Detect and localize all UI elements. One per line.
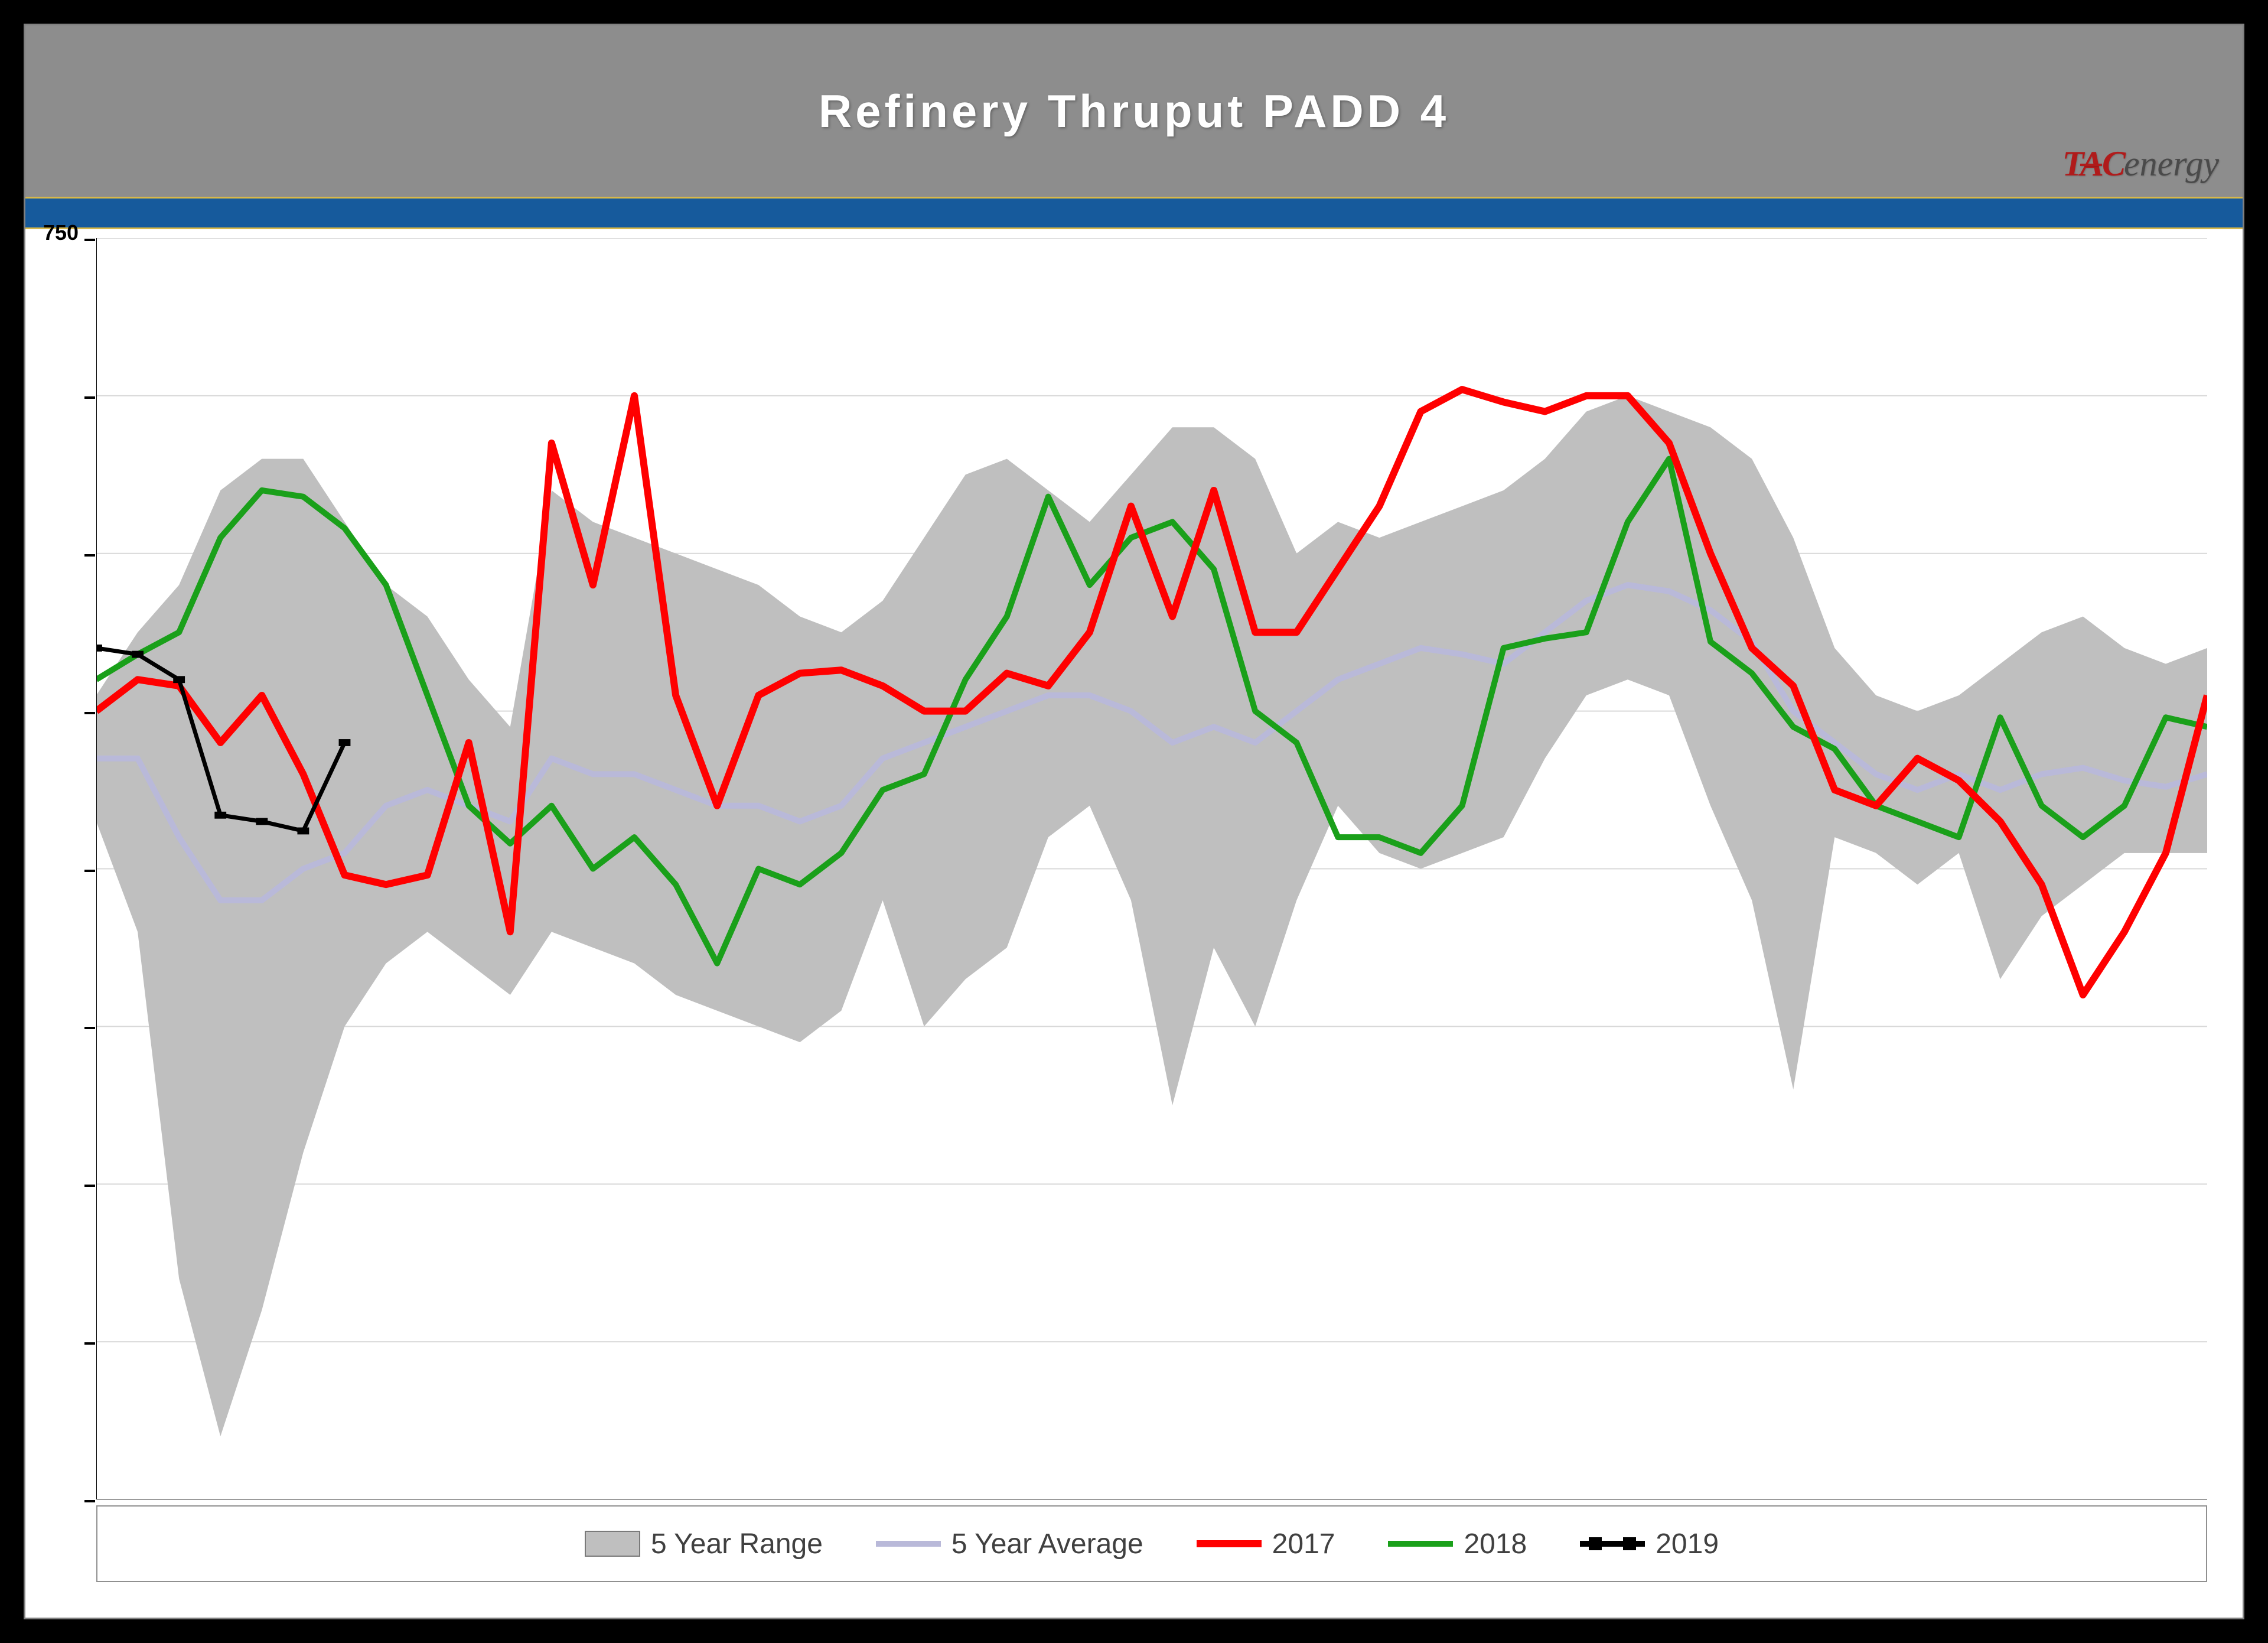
legend-item-2017: 2017	[1197, 1528, 1335, 1560]
legend-label-2019: 2019	[1656, 1528, 1719, 1560]
title-band: Refinery Thruput PADD 4 TACenergy	[25, 25, 2243, 197]
chart-frame: Refinery Thruput PADD 4 TACenergy 750 5 …	[24, 24, 2244, 1619]
chart-title: Refinery Thruput PADD 4	[819, 84, 1449, 138]
legend-swatch-avg-icon	[876, 1541, 941, 1547]
y-axis-tick	[84, 1500, 95, 1502]
y-axis-tick	[84, 1185, 95, 1187]
legend-swatch-2017-icon	[1197, 1540, 1262, 1547]
tac-energy-logo: TACenergy	[2062, 144, 2219, 184]
y-axis-tick	[84, 870, 95, 872]
logo-tac: TAC	[2062, 144, 2124, 183]
page-root: Refinery Thruput PADD 4 TACenergy 750 5 …	[0, 0, 2268, 1643]
y-axis-tick	[84, 1027, 95, 1029]
y-axis-top-tick-label: 750	[43, 220, 79, 245]
legend-item-range: 5 Year Range	[585, 1528, 823, 1560]
y-axis-tick	[84, 554, 95, 557]
legend-item-2019: 2019	[1580, 1528, 1719, 1560]
legend-item-2018: 2018	[1388, 1528, 1527, 1560]
legend-label-2018: 2018	[1464, 1528, 1527, 1560]
plot-area	[96, 238, 2207, 1499]
legend-swatch-2018-icon	[1388, 1541, 1453, 1547]
y-axis-tick	[84, 396, 95, 399]
y-axis-tick	[84, 239, 95, 241]
legend-label-range: 5 Year Range	[651, 1528, 823, 1560]
legend: 5 Year Range 5 Year Average 2017 2018 20…	[96, 1505, 2207, 1582]
y-axis-tick	[84, 712, 95, 714]
legend-label-avg: 5 Year Average	[951, 1528, 1143, 1560]
legend-swatch-range-icon	[585, 1531, 640, 1557]
legend-swatch-2019-icon	[1580, 1541, 1645, 1547]
logo-energy: energy	[2124, 144, 2219, 183]
chart-svg	[96, 238, 2207, 1499]
legend-label-2017: 2017	[1272, 1528, 1335, 1560]
accent-band	[25, 197, 2243, 229]
y-axis-tick	[84, 1342, 95, 1345]
legend-item-avg: 5 Year Average	[876, 1528, 1143, 1560]
